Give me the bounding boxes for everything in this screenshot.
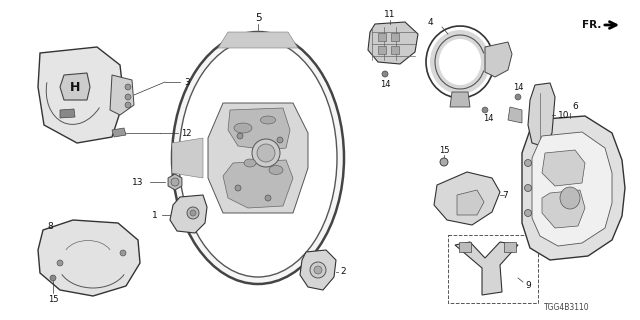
Circle shape bbox=[515, 94, 521, 100]
Ellipse shape bbox=[257, 144, 275, 162]
Text: TGG4B3110: TGG4B3110 bbox=[545, 303, 590, 313]
Text: FR.: FR. bbox=[582, 20, 602, 30]
Text: H: H bbox=[70, 81, 80, 93]
Polygon shape bbox=[228, 108, 290, 150]
Polygon shape bbox=[168, 174, 182, 190]
Circle shape bbox=[265, 195, 271, 201]
Text: 14: 14 bbox=[513, 83, 524, 92]
Text: 10: 10 bbox=[558, 110, 570, 119]
Text: 14: 14 bbox=[483, 114, 493, 123]
Circle shape bbox=[235, 185, 241, 191]
Polygon shape bbox=[457, 190, 484, 215]
Circle shape bbox=[57, 260, 63, 266]
Polygon shape bbox=[504, 242, 516, 252]
Text: 13: 13 bbox=[131, 178, 143, 187]
Polygon shape bbox=[223, 160, 293, 208]
Text: 11: 11 bbox=[384, 10, 396, 19]
Polygon shape bbox=[110, 75, 134, 115]
Ellipse shape bbox=[179, 39, 337, 277]
Polygon shape bbox=[170, 195, 207, 233]
Polygon shape bbox=[434, 172, 500, 225]
Polygon shape bbox=[38, 220, 140, 296]
Text: 1: 1 bbox=[152, 211, 158, 220]
Polygon shape bbox=[378, 33, 386, 41]
Circle shape bbox=[525, 185, 531, 191]
Ellipse shape bbox=[172, 32, 344, 284]
Polygon shape bbox=[208, 103, 308, 213]
Ellipse shape bbox=[252, 139, 280, 167]
Text: 7: 7 bbox=[502, 190, 508, 199]
Polygon shape bbox=[528, 83, 555, 147]
Polygon shape bbox=[391, 33, 399, 41]
Ellipse shape bbox=[234, 123, 252, 133]
Circle shape bbox=[50, 275, 56, 281]
Polygon shape bbox=[522, 116, 625, 260]
Ellipse shape bbox=[430, 30, 490, 94]
Circle shape bbox=[125, 102, 131, 108]
Circle shape bbox=[187, 207, 199, 219]
Text: 12: 12 bbox=[180, 129, 191, 138]
Text: 3: 3 bbox=[184, 77, 190, 86]
Text: 6: 6 bbox=[572, 101, 578, 110]
Polygon shape bbox=[391, 46, 399, 54]
Circle shape bbox=[482, 107, 488, 113]
Polygon shape bbox=[542, 190, 585, 228]
Bar bbox=[448, 235, 538, 303]
Polygon shape bbox=[485, 42, 512, 77]
Circle shape bbox=[440, 158, 448, 166]
Polygon shape bbox=[218, 32, 298, 48]
Polygon shape bbox=[172, 138, 203, 178]
Ellipse shape bbox=[269, 165, 283, 174]
Circle shape bbox=[277, 137, 283, 143]
Circle shape bbox=[237, 133, 243, 139]
Circle shape bbox=[125, 94, 131, 100]
Circle shape bbox=[125, 84, 131, 90]
Polygon shape bbox=[532, 132, 612, 246]
Polygon shape bbox=[368, 22, 418, 64]
Text: 15: 15 bbox=[48, 295, 58, 305]
Text: 4: 4 bbox=[427, 18, 433, 27]
Circle shape bbox=[525, 159, 531, 166]
Text: 14: 14 bbox=[380, 79, 390, 89]
Polygon shape bbox=[112, 128, 126, 137]
Polygon shape bbox=[300, 250, 336, 290]
Text: 2: 2 bbox=[340, 268, 346, 276]
Circle shape bbox=[120, 250, 126, 256]
Text: 15: 15 bbox=[439, 146, 449, 155]
Polygon shape bbox=[542, 150, 585, 186]
Circle shape bbox=[171, 178, 179, 186]
Circle shape bbox=[314, 266, 322, 274]
Ellipse shape bbox=[244, 159, 256, 167]
Circle shape bbox=[382, 71, 388, 77]
Ellipse shape bbox=[560, 187, 580, 209]
Ellipse shape bbox=[439, 39, 481, 85]
Polygon shape bbox=[459, 242, 471, 252]
Circle shape bbox=[525, 210, 531, 217]
Polygon shape bbox=[450, 92, 470, 107]
Polygon shape bbox=[508, 107, 522, 123]
Circle shape bbox=[190, 210, 196, 216]
Polygon shape bbox=[455, 242, 518, 295]
Text: 5: 5 bbox=[255, 13, 261, 23]
Polygon shape bbox=[38, 47, 124, 143]
Text: 9: 9 bbox=[525, 281, 531, 290]
Polygon shape bbox=[60, 109, 75, 118]
Circle shape bbox=[310, 262, 326, 278]
Ellipse shape bbox=[260, 116, 275, 124]
Polygon shape bbox=[378, 46, 386, 54]
Text: 8: 8 bbox=[47, 221, 53, 230]
Polygon shape bbox=[60, 73, 90, 100]
